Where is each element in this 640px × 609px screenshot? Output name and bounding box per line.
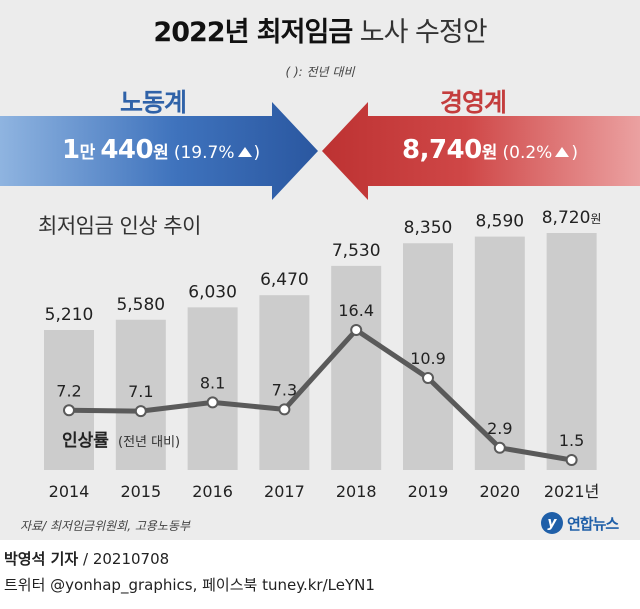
increase-arrow-icon — [555, 147, 570, 157]
rate-value-label: 2.9 — [487, 419, 512, 438]
bar-2014 — [44, 330, 94, 470]
rate-value-label: 7.1 — [128, 382, 153, 401]
rate-point — [493, 441, 506, 454]
labor-amount-a: 1 — [62, 135, 80, 165]
management-change: 0.2% — [509, 143, 553, 163]
rate-point — [350, 324, 363, 336]
management-label: 경영계 — [440, 88, 507, 117]
bar-value-label: 5,580 — [116, 295, 165, 315]
title-bold: 2022년 최저임금 — [153, 17, 353, 48]
rate-value-label: 16.4 — [338, 301, 374, 320]
x-tick-label: 2014 — [49, 482, 90, 501]
labor-label: 노동계 — [120, 88, 187, 117]
bar-value-label: 5,210 — [45, 305, 94, 325]
bar-2018 — [331, 265, 382, 470]
rate-value-label: 7.2 — [56, 381, 81, 400]
rate-point — [278, 403, 291, 416]
bar-value-label: 8,350 — [404, 218, 453, 238]
arrows-graphic — [0, 102, 640, 200]
management-unit: 원 — [481, 143, 498, 163]
bar-2017 — [259, 295, 310, 470]
x-tick-label: 2017 — [264, 482, 305, 501]
minimum-wage-chart: 5,210 2014 5,580 2015 6,030 2016 6,470 2017 7,53… — [44, 208, 602, 501]
page-title: 2022년 최저임금 노사 수정안 — [0, 10, 640, 49]
x-tick-label: 2016 — [192, 482, 233, 501]
bar-2015 — [115, 319, 166, 470]
bar-value-label: 6,030 — [188, 282, 237, 302]
labor-arrow — [0, 102, 318, 200]
management-arrow — [322, 102, 640, 200]
rate-point — [206, 396, 219, 409]
labor-unit-b: 원 — [153, 143, 169, 163]
x-tick-label: 2018 — [336, 482, 377, 501]
management-proposal: 8,740원 (0.2%) — [402, 135, 578, 165]
infographic-panel — [0, 0, 640, 540]
rate-point — [422, 371, 434, 384]
rate-point — [134, 405, 147, 418]
bar-2016 — [187, 307, 238, 470]
x-tick-label: 2019 — [408, 482, 449, 501]
yonhap-logo: y 연합뉴스 — [541, 510, 619, 536]
publish-date: / 20210708 — [83, 550, 170, 568]
bar-2019 — [403, 243, 453, 470]
bar-value-label: 8,720원 — [542, 208, 602, 228]
title-light: 노사 수정안 — [359, 17, 488, 48]
reporter-name: 박영석 기자 — [4, 550, 79, 568]
labor-unit-a: 만 — [79, 143, 96, 163]
social-links: 트위터 @yonhap_graphics, 페이스북 tuney.kr/LeYN… — [4, 576, 375, 594]
x-tick-label: 2015 — [120, 482, 161, 501]
comparison-note: ( ): 전년 대비 — [285, 65, 355, 79]
bar-2021년 — [546, 233, 597, 470]
rate-point — [63, 404, 75, 417]
bar-value-label: 8,590 — [475, 212, 524, 232]
rate-line — [68, 327, 573, 463]
labor-proposal: 1만 440원 (19.7%) — [62, 135, 261, 165]
source-note: 자료/ 최저임금위원회, 고용노동부 — [20, 519, 191, 533]
chart-subtitle: 최저임금 인상 추이 — [38, 214, 201, 238]
increase-arrow-icon — [237, 147, 252, 157]
bar-value-label: 7,530 — [332, 241, 381, 261]
x-tick-label: 2020 — [479, 482, 520, 501]
rate-value-label: 10.9 — [410, 349, 446, 368]
credit-line: 박영석 기자 / 20210708 — [4, 548, 169, 569]
yonhap-logo-mark: y — [541, 512, 563, 534]
yonhap-logo-name: 연합뉴스 — [567, 514, 619, 533]
rate-value-label: 7.3 — [272, 380, 297, 399]
rate-value-label: 8.1 — [200, 373, 225, 392]
bar-value-label: 6,470 — [260, 270, 309, 290]
rate-legend-note: (전년 대비) — [118, 435, 180, 450]
rate-point — [565, 454, 578, 466]
x-tick-label: 2021년 — [544, 482, 599, 501]
rate-legend: 인상률 — [62, 431, 109, 451]
labor-change: 19.7% — [180, 143, 235, 163]
management-amount: 8,740 — [402, 135, 482, 165]
labor-amount-b: 440 — [100, 135, 154, 165]
rate-value-label: 1.5 — [559, 431, 584, 450]
